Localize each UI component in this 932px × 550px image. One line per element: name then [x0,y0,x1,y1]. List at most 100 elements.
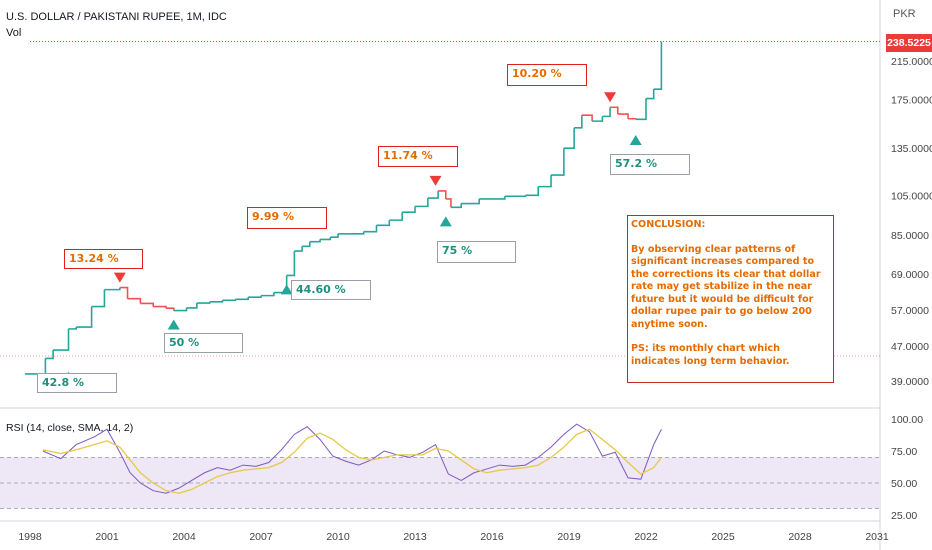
price-segment [173,307,188,312]
price-segment [438,190,447,199]
price-segment [45,350,54,360]
trough-marker-2 [167,319,180,330]
drop-annotation-1: 42.8 % [37,373,117,393]
last-price-badge: 238.5225 [886,34,932,52]
price-segment [402,206,416,213]
rise-annotation-3: 11.74 % [378,146,458,167]
x-tick-label: 2001 [95,531,119,543]
drop-annotation-5: 57.2 % [610,154,690,175]
price-segment [350,231,365,235]
price-segment [330,233,339,238]
rsi-band [0,457,880,509]
x-tick-label: 2031 [865,531,889,543]
price-segment [563,127,575,150]
price-tick-label: 215.0000 [891,56,932,68]
price-segment [628,117,637,120]
price-segment [127,297,142,304]
conclusion-title: CONCLUSION: [631,219,706,230]
price-segment [389,212,403,221]
price-tick-label: 175.0000 [891,95,932,107]
rsi-sma-line [42,428,662,494]
drop-annotation-4: 75 % [437,241,516,263]
conclusion-box: CONCLUSION: By observing clear patterns … [627,215,834,383]
x-tick-label: 2025 [711,531,735,543]
rise-annotation-4: 10.20 % [507,64,587,86]
price-tick-label: 69.0000 [891,269,929,281]
price-tick-label: 85.0000 [891,230,929,242]
price-segment [186,303,198,309]
price-segment [445,198,452,208]
rsi-tick-label: 75.00 [891,446,917,458]
price-segment [602,107,611,118]
price-segment [450,203,462,209]
price-segment [581,114,593,122]
price-tick-label: 105.0000 [891,190,932,202]
price-segment [646,89,655,100]
price-segment [309,239,321,243]
price-segment [248,295,262,298]
price-segment [363,225,378,233]
price-segment [104,287,121,291]
price-segment [538,175,552,188]
price-segment [166,307,175,311]
price-segment [635,98,647,121]
trough-marker-3 [280,284,293,295]
price-segment [427,190,439,199]
rsi-tick-label: 25.00 [891,510,917,522]
x-tick-label: 2013 [403,531,427,543]
price-segment [320,237,332,241]
peak-marker-3 [604,92,617,103]
price-segment [504,195,527,198]
price-tick-label: 39.0000 [891,376,929,388]
peak-marker-2 [429,175,442,186]
price-segment [551,148,565,176]
price-segment [574,115,583,129]
price-segment [153,305,167,309]
x-tick-label: 2028 [788,531,812,543]
price-segment [653,41,663,90]
conclusion-ps: PS: its monthly chart which indicates lo… [631,343,790,367]
price-segment [617,113,629,119]
drop-annotation-2: 50 % [164,333,243,353]
conclusion-body: By observing clear patterns of significa… [631,243,821,330]
price-segment [461,198,480,205]
x-tick-label: 2004 [172,531,196,543]
price-segment [68,327,77,330]
price-segment [294,246,303,252]
drop-annotation-3: 44.60 % [291,280,371,300]
price-tick-label: 57.0000 [891,305,929,317]
price-segment [525,186,539,197]
x-tick-label: 1998 [18,531,42,543]
price-segment [196,301,211,304]
price-segment [24,358,47,375]
rsi-label: RSI (14, close, SMA, 14, 2) [6,422,133,434]
price-tick-label: 47.0000 [891,341,929,353]
price-segment [76,306,93,328]
x-tick-label: 2016 [480,531,504,543]
price-segment [222,299,237,302]
volume-label: Vol [6,27,22,39]
x-tick-label: 2022 [634,531,658,543]
price-segment [592,116,604,122]
rsi-tick-label: 100.00 [891,414,923,426]
peak-marker-1 [113,272,126,283]
price-segment [209,300,224,303]
rsi-line [42,423,662,494]
symbol-title: U.S. DOLLAR / PAKISTANI RUPEE, 1M, IDC [6,11,227,23]
price-segment [286,251,296,277]
price-segment [415,198,429,208]
price-segment [302,241,311,248]
trough-marker-4 [439,216,452,227]
price-segment [261,292,275,297]
currency-label: PKR [893,8,916,20]
price-segment [140,302,154,307]
x-tick-label: 2019 [557,531,581,543]
rise-annotation-2: 9.99 % [247,207,327,229]
price-segment [610,106,619,115]
price-segment [479,196,506,200]
x-tick-label: 2010 [326,531,350,543]
x-tick-label: 2007 [249,531,273,543]
price-segment [376,220,391,227]
price-segment [53,328,70,351]
